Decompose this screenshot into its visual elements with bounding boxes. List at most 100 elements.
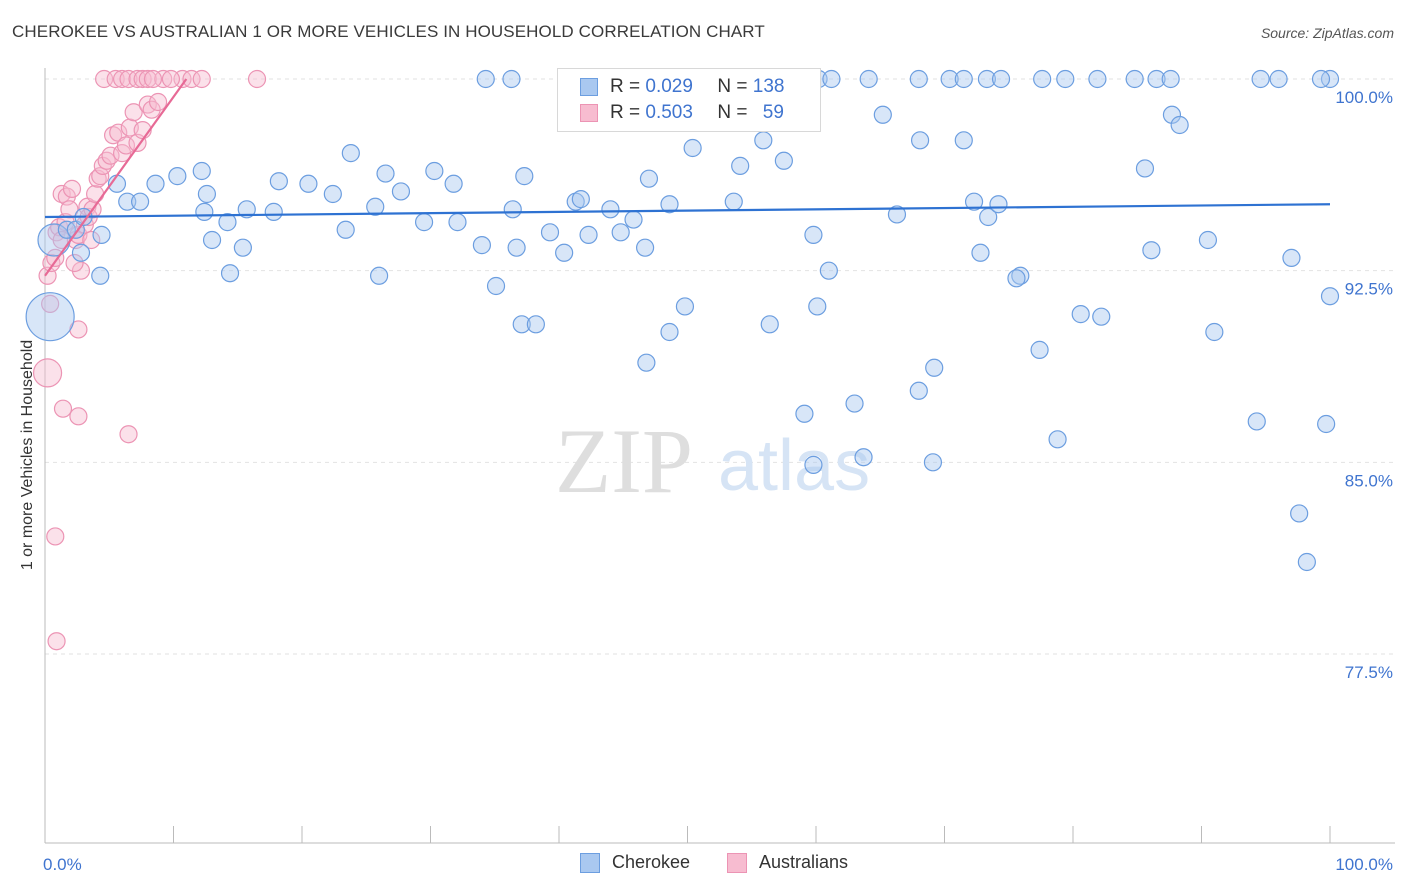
- australians-point: [82, 230, 101, 250]
- cherokee-point: [503, 200, 522, 219]
- y-tick-label: 85.0%: [1345, 471, 1393, 490]
- legend-row-cherokee: R = 0.029 N = 138: [580, 75, 784, 99]
- cherokee-point: [1135, 159, 1155, 178]
- cherokee-point: [566, 192, 585, 211]
- cherokee-point: [909, 69, 928, 89]
- cherokee-swatch: [580, 78, 598, 96]
- cherokee-point: [971, 243, 990, 262]
- legend-row-australians: R = 0.503 N = 59: [580, 101, 784, 125]
- australians-point: [65, 253, 84, 273]
- cherokee-point: [940, 69, 959, 89]
- cherokee-point: [218, 213, 237, 232]
- cherokee-point: [1320, 287, 1340, 306]
- cherokee-point: [754, 131, 773, 150]
- australians-point: [138, 69, 157, 89]
- australians-points: [32, 69, 267, 651]
- cherokee-point: [202, 230, 222, 250]
- cherokee-point: [1147, 69, 1166, 89]
- australians-trend-line: [44, 78, 188, 277]
- cherokee-point: [1056, 69, 1075, 89]
- cherokee-points: [25, 69, 1340, 572]
- cherokee-point: [989, 195, 1008, 214]
- australians-point: [148, 92, 168, 112]
- australians-point: [119, 425, 138, 444]
- cherokee-point: [130, 192, 150, 211]
- cherokee-point: [819, 261, 838, 280]
- cherokee-point: [376, 164, 395, 183]
- cherokee-point: [909, 381, 928, 400]
- australians-point: [46, 248, 65, 267]
- cherokee-point: [1269, 69, 1288, 89]
- legend-r-value: 0.503: [645, 102, 693, 123]
- cherokee-point: [804, 225, 823, 244]
- cherokee-point: [1247, 412, 1266, 431]
- cherokee-point: [118, 192, 137, 211]
- cherokee-point: [822, 69, 841, 89]
- cherokee-point: [774, 151, 793, 170]
- cherokee-point: [635, 238, 655, 257]
- cherokee-point: [1033, 69, 1052, 89]
- cherokee-point: [515, 167, 534, 186]
- cherokee-point: [639, 169, 659, 188]
- cherokee-point: [1142, 241, 1161, 260]
- cherokee-point: [660, 195, 679, 214]
- cherokee-point: [341, 144, 360, 163]
- cherokee-point: [1317, 414, 1336, 434]
- legend-item-australians[interactable]: Australians: [727, 852, 848, 873]
- legend-n-label: N =: [717, 102, 748, 123]
- cherokee-point: [366, 197, 385, 216]
- cherokee-point: [579, 225, 598, 244]
- cherokee-point: [336, 220, 355, 239]
- legend-r-label: R =: [610, 102, 641, 123]
- series-legend: Cherokee Australians: [0, 852, 1406, 876]
- cherokee-point: [925, 358, 944, 377]
- cherokee-point: [1170, 115, 1189, 135]
- cherokee-point: [1048, 430, 1067, 449]
- cherokee-point: [1282, 248, 1301, 267]
- cherokee-point: [991, 69, 1011, 89]
- cherokee-point: [502, 69, 521, 89]
- cherokee-point: [512, 315, 531, 334]
- cherokee-point: [954, 69, 973, 89]
- cherokee-point: [731, 156, 750, 175]
- cherokee-point: [1088, 69, 1107, 89]
- cherokee-point: [370, 266, 389, 285]
- cherokee-point: [624, 210, 643, 229]
- cherokee-point: [804, 455, 823, 474]
- cherokee-point: [964, 192, 984, 211]
- australians-point: [62, 179, 82, 198]
- australians-point: [69, 407, 88, 426]
- cherokee-point: [1198, 230, 1218, 250]
- cherokee-point: [854, 448, 873, 467]
- cherokee-point: [92, 225, 111, 244]
- cherokee-point: [323, 184, 342, 204]
- cherokee-point: [269, 172, 288, 191]
- cherokee-point: [1290, 504, 1309, 523]
- cherokee-point: [795, 404, 814, 423]
- australians-point: [161, 69, 181, 89]
- australians-point: [46, 527, 65, 546]
- watermark: ZIP atlas: [555, 410, 870, 512]
- australians-point: [192, 69, 211, 89]
- correlation-legend: R = 0.029 N = 138 R = 0.503 N = 59: [557, 68, 821, 132]
- cherokee-point: [808, 297, 827, 316]
- australians-legend-swatch: [727, 852, 747, 873]
- watermark-atlas: atlas: [718, 426, 870, 506]
- legend-item-cherokee[interactable]: Cherokee: [580, 852, 690, 873]
- cherokee-point: [660, 322, 679, 342]
- legend-r-label: R =: [610, 76, 641, 97]
- cherokee-point: [954, 131, 973, 150]
- cherokee-point: [887, 205, 907, 224]
- cherokee-point: [146, 174, 165, 193]
- australians-point: [128, 69, 147, 89]
- cherokee-point: [526, 315, 545, 334]
- cherokee-point: [299, 174, 318, 193]
- gridlines: [45, 78, 1395, 655]
- australians-point: [32, 358, 63, 388]
- cherokee-point: [555, 243, 574, 262]
- cherokee-point: [237, 200, 256, 219]
- cherokee-point: [507, 238, 526, 257]
- cherokee-point: [873, 105, 892, 124]
- cherokee-point: [220, 264, 240, 283]
